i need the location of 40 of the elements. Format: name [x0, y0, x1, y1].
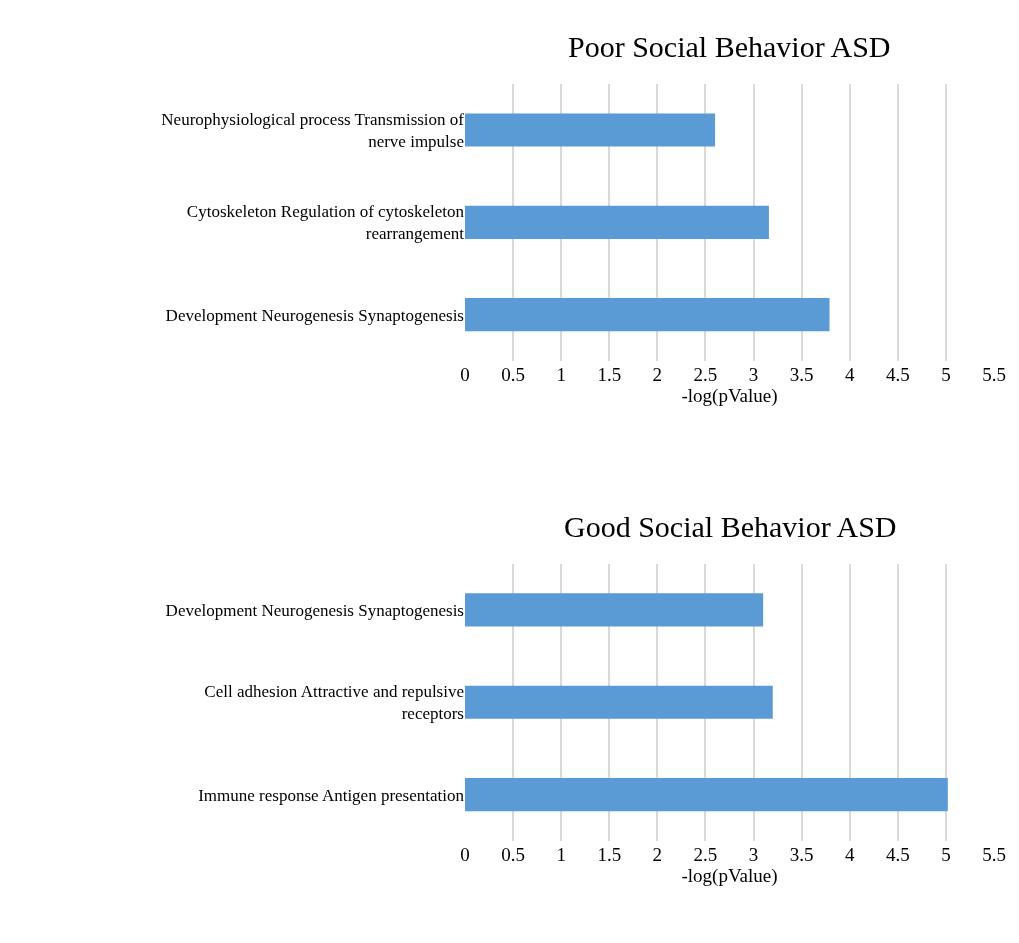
- x-tick-label: 2: [652, 363, 663, 385]
- x-tick-label: 4: [844, 843, 855, 865]
- bar: [465, 205, 769, 239]
- y-tick-label: Development Neurogenesis Synaptogenesis: [165, 305, 464, 325]
- x-tick-label: 4: [844, 363, 855, 385]
- x-tick-label: 0.5: [501, 363, 525, 385]
- x-tick-label: 2.5: [693, 843, 718, 865]
- x-tick-label: 5.5: [982, 363, 1006, 385]
- y-tick-label: Cell adhesion Attractive and repulsive receptors: [204, 682, 464, 724]
- y-tick-label: Immune response Antigen presentation: [198, 785, 465, 805]
- x-tick-label: 5.5: [982, 843, 1006, 865]
- x-tick-label: 3.5: [789, 843, 814, 865]
- y-tick-label: Cytoskeleton Regulation of cytoskeleton rearrangement: [186, 202, 465, 244]
- bar: [465, 113, 716, 147]
- x-tick-label: 0.5: [501, 843, 525, 865]
- x-axis-title: -log(pValue): [681, 384, 778, 407]
- chart-title: Poor Social Behavior ASD: [568, 30, 891, 63]
- x-tick-label: 3: [748, 363, 759, 385]
- x-tick-label: 4.5: [885, 843, 910, 865]
- x-tick-label: 1: [556, 843, 566, 865]
- x-tick-label: 3.5: [789, 363, 814, 385]
- bar: [465, 297, 830, 332]
- x-axis-title: -log(pValue): [681, 864, 778, 887]
- chart-title: Good Social Behavior ASD: [564, 510, 897, 543]
- x-tick-label: 5: [941, 363, 951, 385]
- bar: [465, 593, 764, 627]
- x-tick-label: 4.5: [885, 363, 910, 385]
- y-tick-label: Development Neurogenesis Synaptogenesis: [165, 600, 464, 620]
- x-tick-label: 2.5: [693, 363, 718, 385]
- x-tick-label: 1.5: [597, 843, 622, 865]
- y-tick-label: Neurophysiological process Transmission of nerve impulse: [161, 109, 465, 151]
- bar: [465, 685, 773, 719]
- x-tick-label: 0: [460, 363, 470, 385]
- x-tick-label: 1.5: [597, 363, 622, 385]
- x-tick-label: 0: [460, 843, 470, 865]
- x-tick-label: 3: [748, 843, 759, 865]
- x-tick-label: 2: [652, 843, 663, 865]
- bar: [465, 777, 948, 812]
- x-tick-label: 1: [556, 363, 566, 385]
- x-tick-label: 5: [941, 843, 951, 865]
